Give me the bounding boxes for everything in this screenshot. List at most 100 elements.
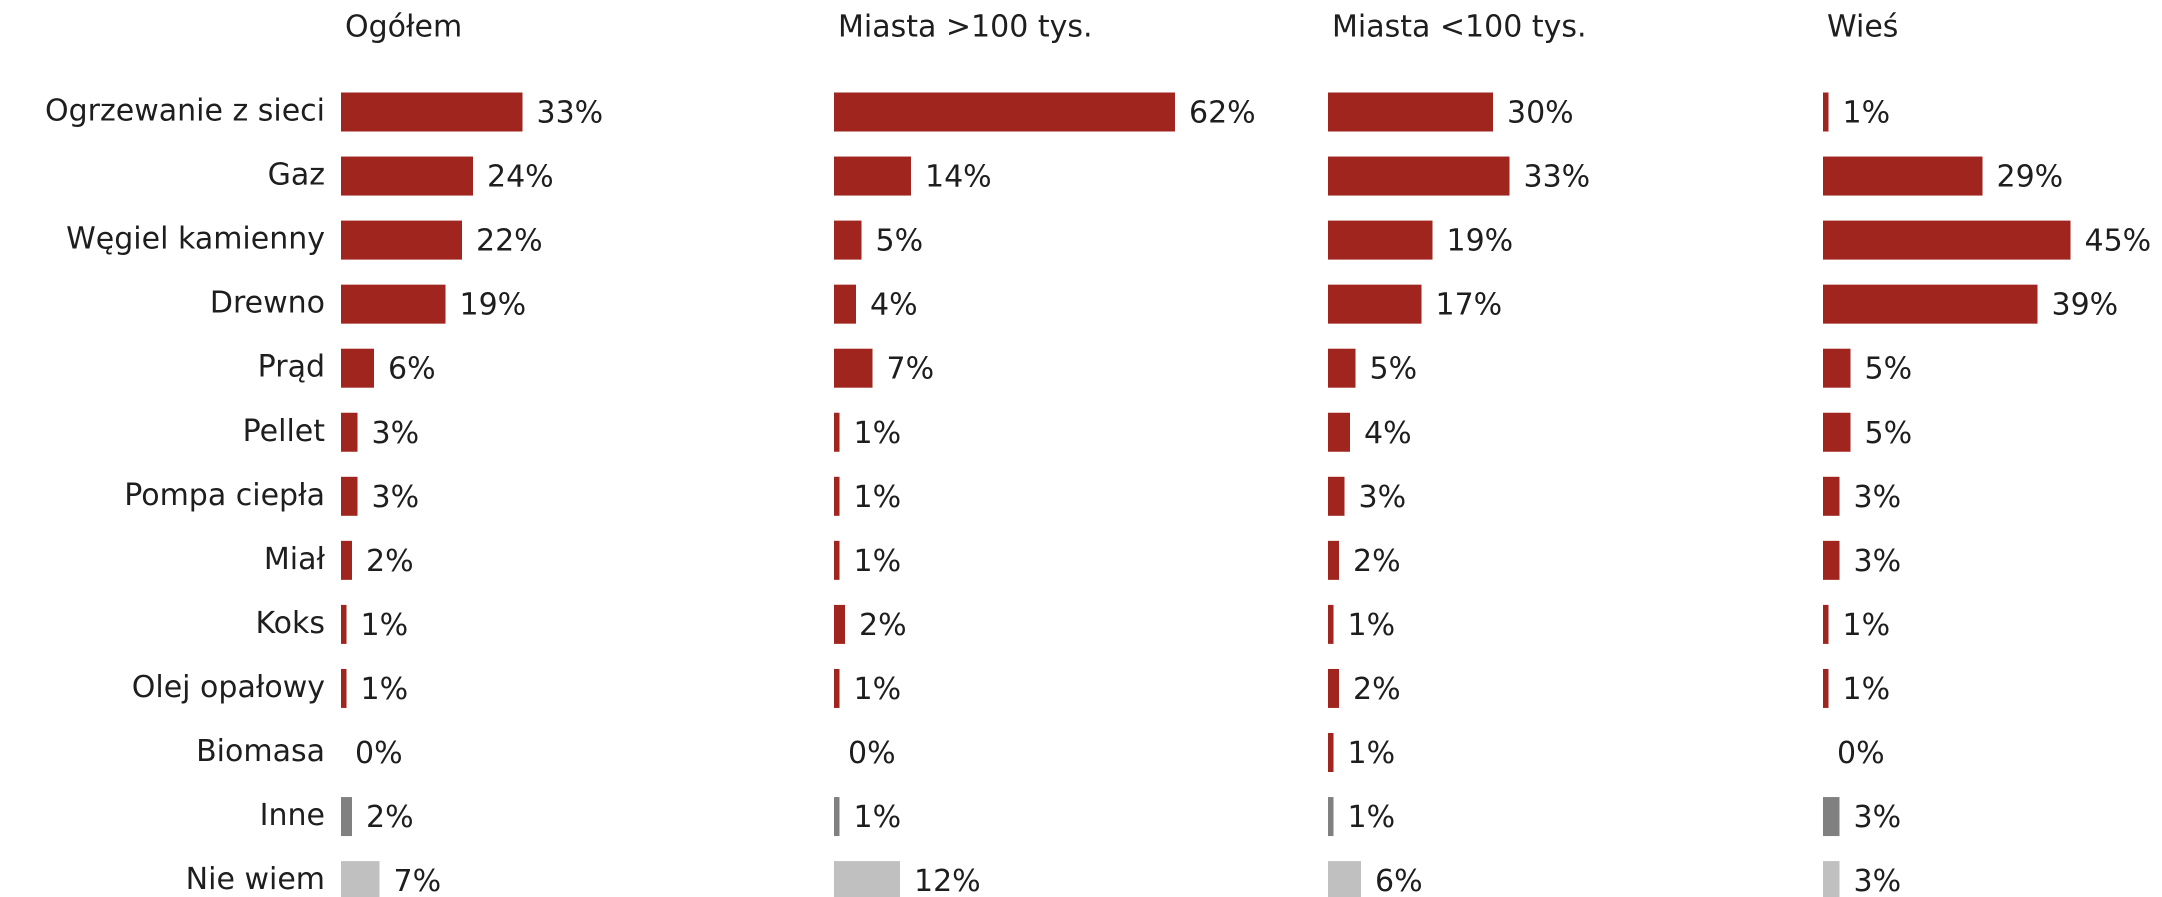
bar xyxy=(834,348,873,388)
bar xyxy=(1823,284,2038,324)
value-label: 2% xyxy=(859,608,907,643)
category-label: Biomasa xyxy=(196,734,325,769)
value-label: 12% xyxy=(914,864,981,897)
value-label: 22% xyxy=(476,224,543,259)
bar xyxy=(341,348,374,388)
value-label: 3% xyxy=(1854,800,1902,835)
value-label: 0% xyxy=(848,736,896,771)
bar xyxy=(1328,861,1361,897)
bar xyxy=(834,540,840,580)
panel-title: Ogółem xyxy=(345,10,462,45)
value-label: 1% xyxy=(854,480,902,515)
bar xyxy=(1823,797,1840,837)
category-label: Ogrzewanie z sieci xyxy=(45,94,325,129)
bar xyxy=(834,412,840,452)
bar xyxy=(1328,92,1493,132)
value-label: 3% xyxy=(1854,480,1902,515)
category-label: Gaz xyxy=(268,158,325,193)
value-label: 5% xyxy=(1370,352,1418,387)
bar xyxy=(1823,348,1851,388)
value-label: 2% xyxy=(1353,672,1401,707)
bar xyxy=(1328,797,1334,837)
category-label: Węgiel kamienny xyxy=(66,222,325,257)
category-label: Prąd xyxy=(258,350,325,385)
value-label: 33% xyxy=(537,96,604,131)
value-label: 2% xyxy=(366,544,414,579)
bar xyxy=(1328,412,1350,452)
bar xyxy=(1328,284,1422,324)
bar xyxy=(341,476,358,516)
value-label: 17% xyxy=(1436,288,1503,323)
value-label: 1% xyxy=(1843,608,1891,643)
bar xyxy=(341,668,347,708)
bar xyxy=(1328,476,1345,516)
value-label: 1% xyxy=(361,672,409,707)
bar xyxy=(834,156,911,196)
panel-title: Wieś xyxy=(1827,10,1898,45)
bar xyxy=(1823,156,1983,196)
bar xyxy=(341,861,380,897)
bar xyxy=(341,284,446,324)
bar xyxy=(1328,348,1356,388)
value-label: 39% xyxy=(2052,288,2119,323)
value-label: 1% xyxy=(361,608,409,643)
value-label: 19% xyxy=(460,288,527,323)
panel-title: Miasta <100 tys. xyxy=(1332,10,1587,45)
value-label: 3% xyxy=(1359,480,1407,515)
value-label: 45% xyxy=(2085,224,2152,259)
panel-title: Miasta >100 tys. xyxy=(838,10,1093,45)
value-label: 33% xyxy=(1524,160,1591,195)
value-label: 1% xyxy=(854,672,902,707)
bar xyxy=(341,220,462,260)
category-label: Miał xyxy=(264,542,326,577)
category-label: Olej opałowy xyxy=(132,670,325,705)
bar xyxy=(1328,733,1334,772)
category-label: Koks xyxy=(255,606,325,641)
category-label: Drewno xyxy=(210,286,325,321)
category-label: Pompa ciepła xyxy=(124,478,325,513)
bar xyxy=(834,284,856,324)
bar xyxy=(1823,476,1840,516)
value-label: 1% xyxy=(1843,672,1891,707)
category-label: Inne xyxy=(260,798,325,833)
bar xyxy=(341,540,352,580)
bar xyxy=(1823,540,1840,580)
bar xyxy=(834,668,840,708)
value-label: 62% xyxy=(1189,96,1256,131)
value-label: 24% xyxy=(487,160,554,195)
bar xyxy=(834,604,845,644)
bar xyxy=(1823,861,1840,897)
bar xyxy=(1328,220,1433,260)
value-label: 3% xyxy=(1854,864,1902,897)
value-label: 3% xyxy=(1854,544,1902,579)
bar xyxy=(1328,156,1510,196)
bar xyxy=(834,220,862,260)
value-label: 1% xyxy=(854,544,902,579)
value-label: 1% xyxy=(854,800,902,835)
value-label: 2% xyxy=(366,800,414,835)
bar xyxy=(1823,604,1829,644)
bar xyxy=(341,604,347,644)
value-label: 19% xyxy=(1447,224,1514,259)
value-label: 1% xyxy=(1348,736,1396,771)
value-label: 29% xyxy=(1997,160,2064,195)
value-label: 1% xyxy=(854,416,902,451)
category-label: Nie wiem xyxy=(186,862,325,897)
value-label: 1% xyxy=(1348,608,1396,643)
value-label: 1% xyxy=(1348,800,1396,835)
bar xyxy=(1823,92,1829,132)
value-label: 5% xyxy=(1865,352,1913,387)
value-label: 4% xyxy=(1364,416,1412,451)
bar xyxy=(1328,668,1339,708)
category-label: Pellet xyxy=(243,414,326,449)
bar xyxy=(341,412,358,452)
value-label: 4% xyxy=(870,288,918,323)
value-label: 0% xyxy=(355,736,403,771)
bar xyxy=(341,92,523,132)
bar xyxy=(1328,540,1339,580)
bar xyxy=(341,156,473,196)
bar xyxy=(341,797,352,837)
bar xyxy=(834,476,840,516)
